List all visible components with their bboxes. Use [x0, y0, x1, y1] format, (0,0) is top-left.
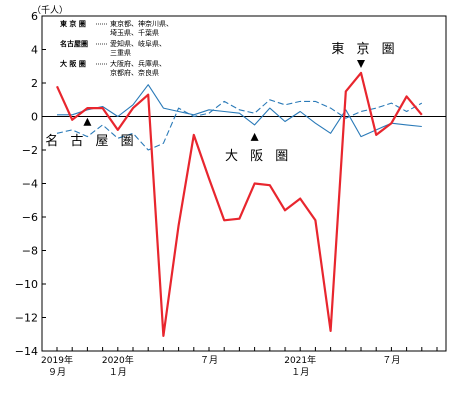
legend-desc-line1: 愛知県、岐阜県、 [110, 39, 166, 48]
y-tick-label: −6 [22, 211, 38, 224]
legend-key-2: 大 阪 圏 [60, 59, 86, 68]
y-tick-label: 6 [31, 10, 38, 23]
y-tick-label: −12 [15, 312, 38, 325]
x-tick-label: 2021年 [284, 354, 316, 366]
series-line-nagoya [57, 84, 422, 138]
annotation-arrow-1 [83, 117, 92, 126]
x-tick-label-month: １月 [109, 367, 127, 378]
y-tick-label: −2 [22, 144, 38, 157]
series-line-osaka [56, 99, 423, 151]
annotation-arrow-0 [357, 59, 365, 68]
annotation-label-1: 名 古 屋 圏 [45, 133, 137, 149]
annotation-label-2: 大 阪 圏 [225, 149, 292, 164]
y-tick-label: 0 [31, 111, 38, 124]
y-tick-label: 2 [31, 77, 38, 90]
x-tick-label: 2020年 [102, 354, 134, 366]
annotation-label-0: 東 京 圏 [331, 41, 398, 57]
legend-key-1: 名古屋圏 [60, 39, 88, 48]
legend-desc-line1: 東京都、神奈川県、 [110, 19, 173, 28]
y-tick-label: 4 [31, 44, 38, 57]
x-tick-label-month: ９月 [48, 367, 66, 378]
legend-desc-line2: 埼玉県、千葉県 [110, 28, 159, 37]
legend-desc-line1: 大阪府、兵庫県、 [110, 59, 166, 68]
series-layer [55, 71, 423, 337]
annotations: 東 京 圏名 古 屋 圏大 阪 圏 [45, 41, 398, 164]
y-axis-unit-label: （千人） [32, 5, 68, 16]
y-tick-label: −10 [15, 278, 38, 291]
plot-frame [41, 15, 447, 352]
legend-key-0: 東 京 圏 [60, 19, 86, 28]
x-tick-label: ７月 [200, 355, 218, 366]
x-tick-label: ７月 [382, 355, 400, 366]
y-tick-label: −4 [22, 178, 38, 191]
series-line-tokyo [55, 71, 423, 337]
annotation-arrow-2 [250, 132, 259, 141]
y-tick-label: −8 [22, 245, 38, 258]
legend-desc-line2: 京都府、奈良県 [110, 68, 159, 77]
x-tick-label: 2019年 [41, 354, 73, 366]
y-tick-label: −14 [15, 345, 38, 358]
x-tick-label-month: １月 [291, 367, 309, 378]
legend-desc-line2: 三重県 [110, 49, 131, 57]
